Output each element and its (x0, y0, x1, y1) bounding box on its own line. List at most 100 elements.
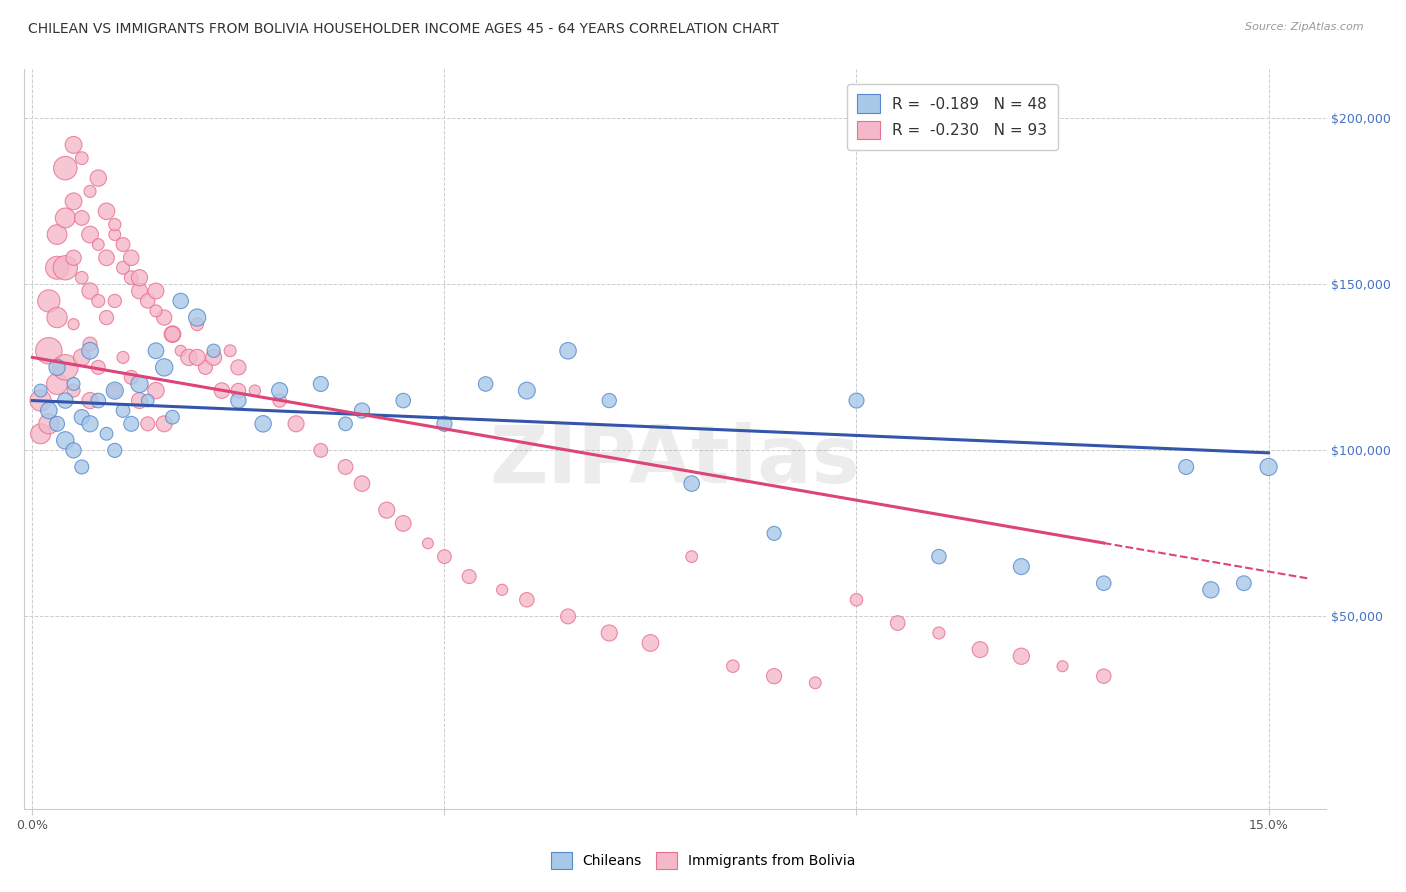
Point (87, 360, 110, 375)
Point (162, 410, 184, 425)
Point (104, 443, 127, 458)
Point (53, 211, 76, 225)
Point (96, 426, 118, 441)
Point (845, 592, 868, 607)
Point (309, 443, 332, 458)
Point (87, 171, 110, 186)
Point (928, 549, 950, 564)
Point (136, 293, 159, 308)
Point (309, 376, 332, 391)
Point (53, 393, 76, 408)
Point (62, 376, 84, 391)
Point (194, 360, 217, 375)
Point (721, 659, 744, 673)
Point (62, 443, 84, 458)
Point (1233, 576, 1256, 591)
Point (111, 260, 134, 275)
Point (53, 434, 76, 448)
Point (70, 460, 93, 475)
Point (177, 351, 200, 365)
Point (145, 384, 167, 398)
Point (120, 251, 142, 265)
Point (104, 293, 127, 308)
Point (186, 317, 208, 331)
Point (219, 343, 242, 358)
Point (104, 218, 127, 232)
Text: ZIPAtlas: ZIPAtlas (489, 422, 860, 500)
Point (162, 327, 184, 342)
Point (416, 536, 439, 550)
Point (79, 227, 101, 242)
Point (87, 237, 110, 252)
Point (30, 384, 52, 398)
Point (128, 284, 150, 298)
Point (96, 204, 118, 219)
Point (30, 426, 52, 441)
Point (269, 384, 291, 398)
Point (111, 403, 134, 417)
Point (763, 526, 786, 541)
Point (145, 284, 167, 298)
Point (375, 503, 398, 517)
Point (62, 251, 84, 265)
Point (474, 376, 496, 391)
Point (763, 669, 786, 683)
Point (202, 351, 225, 365)
Point (886, 615, 908, 630)
Point (491, 582, 513, 597)
Point (128, 393, 150, 408)
Point (153, 310, 176, 325)
Point (38, 417, 60, 431)
Point (269, 393, 291, 408)
Point (38, 293, 60, 308)
Point (38, 403, 60, 417)
Point (335, 417, 357, 431)
Point (1257, 460, 1279, 475)
Point (46, 376, 69, 391)
Point (70, 351, 93, 365)
Legend: Chileans, Immigrants from Bolivia: Chileans, Immigrants from Bolivia (544, 846, 862, 876)
Text: Source: ZipAtlas.com: Source: ZipAtlas.com (1246, 22, 1364, 32)
Point (228, 393, 250, 408)
Point (516, 384, 538, 398)
Point (928, 626, 950, 640)
Point (804, 675, 827, 690)
Point (145, 304, 167, 318)
Point (38, 343, 60, 358)
Point (79, 393, 101, 408)
Point (640, 636, 662, 650)
Point (243, 384, 266, 398)
Point (120, 270, 142, 285)
Point (104, 384, 127, 398)
Point (136, 393, 159, 408)
Point (96, 251, 118, 265)
Point (252, 417, 274, 431)
Point (153, 417, 176, 431)
Point (79, 417, 101, 431)
Point (557, 609, 579, 624)
Point (162, 327, 184, 342)
Point (46, 360, 69, 375)
Point (153, 360, 176, 375)
Point (87, 293, 110, 308)
Point (1175, 460, 1198, 475)
Point (392, 516, 415, 531)
Legend: R =  -0.189   N = 48, R =  -0.230   N = 93: R = -0.189 N = 48, R = -0.230 N = 93 (846, 84, 1059, 150)
Point (350, 476, 373, 491)
Point (87, 393, 110, 408)
Point (681, 476, 703, 491)
Point (62, 317, 84, 331)
Point (120, 370, 142, 384)
Point (1092, 669, 1115, 683)
Point (557, 343, 579, 358)
Point (681, 549, 703, 564)
Point (46, 417, 69, 431)
Point (53, 260, 76, 275)
Point (70, 151, 93, 165)
Point (79, 343, 101, 358)
Point (128, 376, 150, 391)
Point (433, 417, 456, 431)
Point (433, 549, 456, 564)
Point (458, 569, 481, 583)
Point (30, 393, 52, 408)
